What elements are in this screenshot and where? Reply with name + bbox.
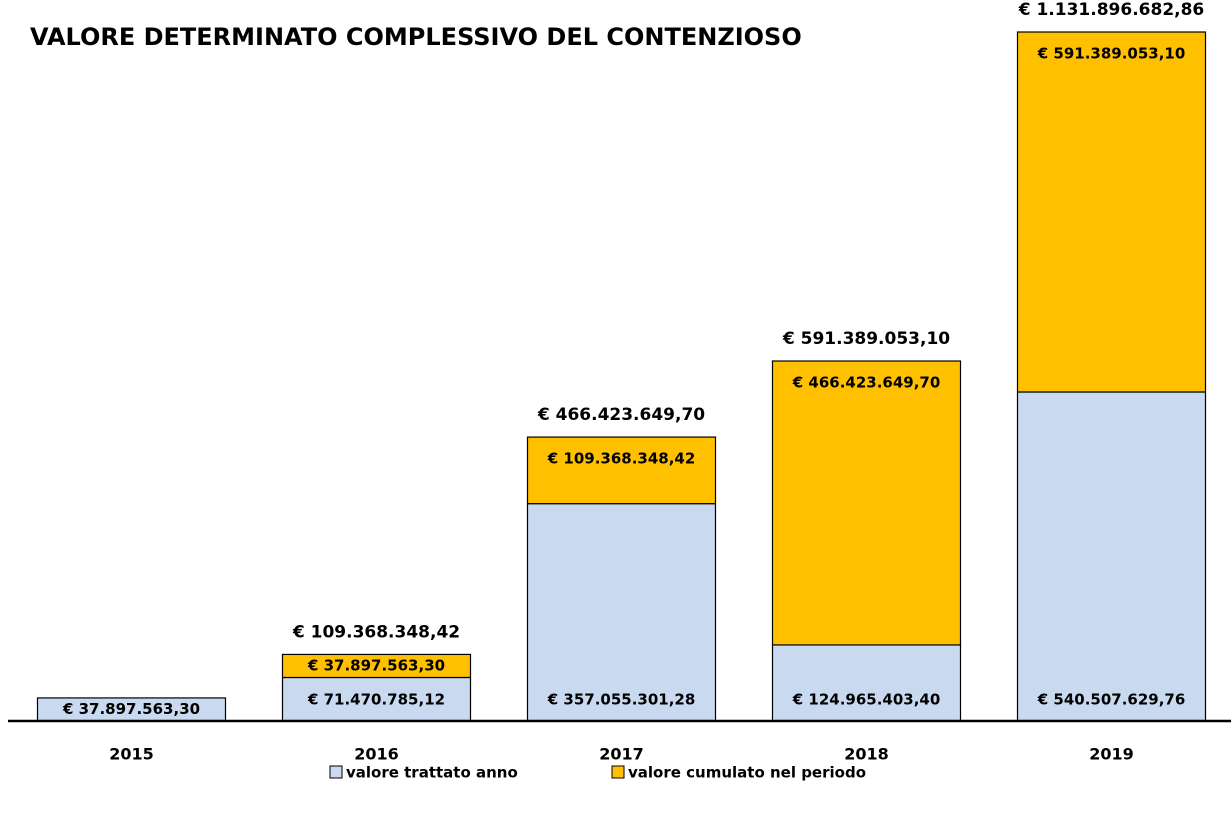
bar-segment: [1016, 31, 1207, 393]
x-tick-label: 2015: [109, 745, 154, 764]
total-label: € 591.389.053,10: [782, 329, 950, 349]
data-label: € 37.897.563,30: [62, 700, 200, 718]
total-label: € 1.131.896.682,86: [1018, 0, 1205, 20]
total-label: € 109.368.348,42: [292, 622, 460, 642]
x-tick-label: 2017: [599, 745, 644, 764]
x-tick-label: 2016: [354, 745, 399, 764]
bar-segment: [771, 644, 962, 722]
data-label: € 124.965.403,40: [792, 691, 941, 709]
bar-segment: [281, 653, 472, 679]
data-label: € 466.423.649,70: [792, 374, 941, 392]
x-tick-label: 2018: [844, 745, 889, 764]
data-label: € 540.507.629,76: [1037, 691, 1186, 709]
bar-segment: [526, 503, 717, 722]
bar-segment: [281, 676, 472, 722]
data-label: € 71.470.785,12: [307, 691, 445, 709]
legend-swatch: [329, 765, 343, 779]
bar-segment: [526, 436, 717, 505]
data-label: € 591.389.053,10: [1037, 45, 1186, 63]
total-label: € 466.423.649,70: [537, 405, 705, 425]
legend-label: valore trattato anno: [346, 764, 518, 782]
legend-label: valore cumulato nel periodo: [628, 764, 866, 782]
data-label: € 357.055.301,28: [547, 691, 696, 709]
bar-segment: [1016, 391, 1207, 722]
x-tick-label: 2019: [1089, 745, 1134, 764]
bar-segment: [771, 360, 962, 646]
legend-swatch: [611, 765, 625, 779]
chart-title: VALORE DETERMINATO COMPLESSIVO DEL CONTE…: [30, 23, 802, 51]
data-label: € 109.368.348,42: [547, 450, 696, 468]
data-label: € 37.897.563,30: [307, 656, 445, 674]
